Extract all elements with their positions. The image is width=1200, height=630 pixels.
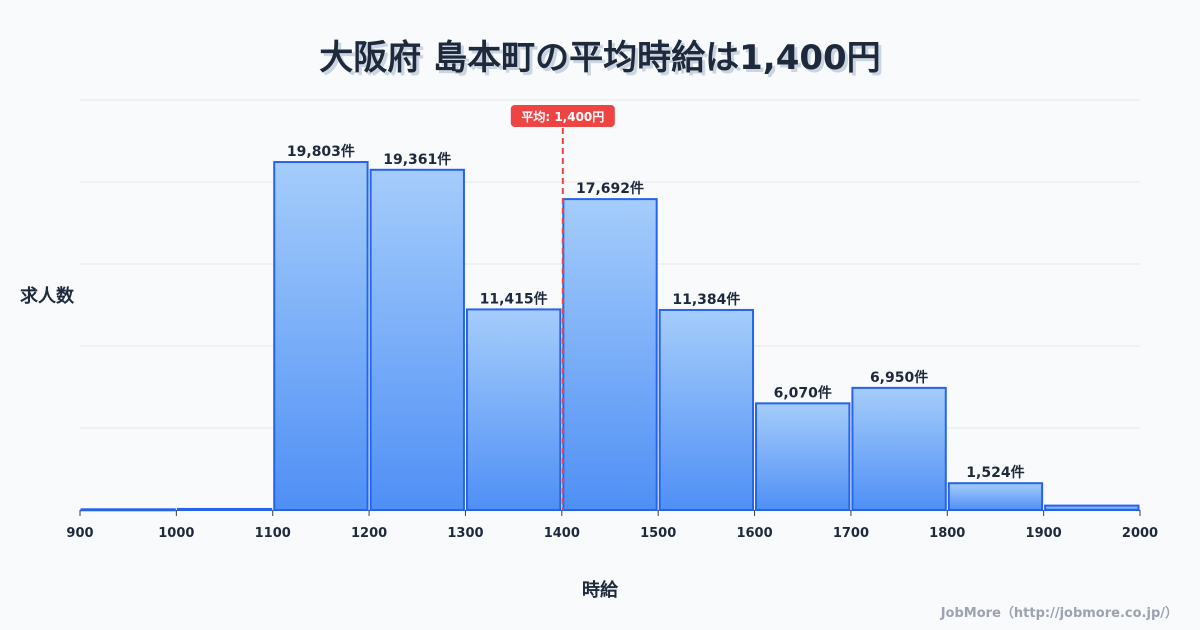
x-tick-label: 1000 [158,526,194,541]
bar-data-label: 11,415件 [480,290,548,307]
credit-text: JobMore（http://jobmore.co.jp/） [940,606,1178,621]
x-tick-label: 1200 [351,526,387,541]
mean-label: 平均: 1,400円 [521,109,604,124]
histogram-bar [176,507,273,512]
bar-data-label: 6,070件 [774,384,832,401]
histogram-bar [465,308,562,511]
histogram-bar [273,161,369,512]
bar-data-label: 17,692件 [576,180,644,197]
histogram-bar [1044,504,1140,512]
x-tick-label: 1700 [833,526,869,541]
histogram-bar [658,308,755,511]
histogram-bar [562,198,658,511]
bar-data-label: 6,950件 [870,369,928,386]
y-axis-label: 求人数 [20,286,74,307]
x-tick-label: 1400 [544,526,580,541]
histogram-bar [369,168,465,511]
x-tick-label: 1800 [929,526,965,541]
bar-data-label: 19,803件 [287,143,355,160]
x-tick-label: 1300 [447,526,483,541]
x-axis-label: 時給 [582,580,618,601]
chart-title: 大阪府 島本町の平均時給は1,400円 [319,38,881,78]
histogram-bar [947,482,1044,512]
x-tick-label: 2000 [1122,526,1158,541]
histogram-bar [80,508,176,512]
bar-data-label: 11,384件 [672,291,740,308]
mean-label-badge [510,105,615,127]
bar-data-label: 1,524件 [966,464,1024,481]
x-tick-label: 900 [66,526,93,541]
x-tick-label: 1900 [1026,526,1062,541]
x-tick-label: 1500 [640,526,676,541]
x-tick-label: 1600 [736,526,772,541]
histogram-bar [755,402,851,511]
bar-data-label: 19,361件 [383,151,451,168]
histogram-bar [851,386,947,512]
x-tick-label: 1100 [255,526,291,541]
